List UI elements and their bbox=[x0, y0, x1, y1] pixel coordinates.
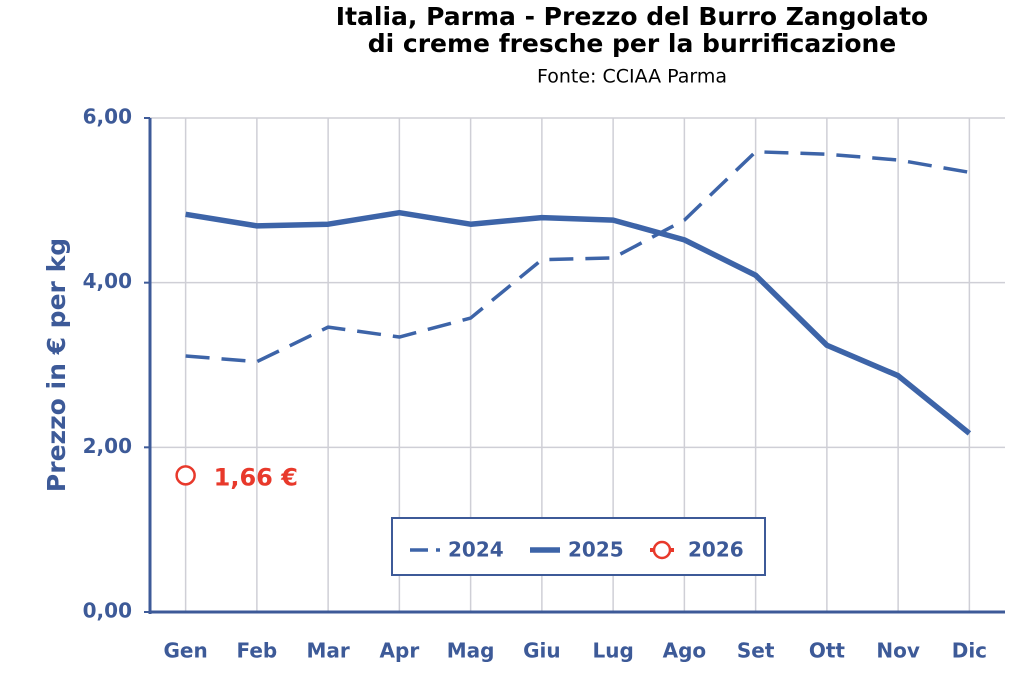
x-tick-label: Giu bbox=[523, 639, 561, 663]
x-tick-label: Dic bbox=[952, 639, 987, 663]
legend-box bbox=[391, 517, 766, 576]
legend-label: 2024 bbox=[448, 538, 504, 562]
x-tick-label: Nov bbox=[876, 639, 920, 663]
chart-subtitle: Fonte: CCIAA Parma bbox=[537, 66, 727, 88]
y-tick-label: 0,00 bbox=[83, 599, 132, 623]
x-tick-label: Ago bbox=[663, 639, 707, 663]
y-axis-label: Prezzo in € per kg bbox=[42, 238, 71, 492]
y-tick-label: 4,00 bbox=[83, 269, 132, 293]
x-tick-label: Feb bbox=[237, 639, 278, 663]
chart-title-line: di creme fresche per la burrificazione bbox=[368, 29, 897, 58]
x-tick-label: Lug bbox=[592, 639, 633, 663]
data-point bbox=[175, 465, 196, 486]
legend-swatch bbox=[652, 540, 672, 560]
x-tick-label: Mag bbox=[447, 639, 495, 663]
series-line bbox=[185, 150, 970, 364]
x-tick-label: Mar bbox=[306, 639, 349, 663]
series-line bbox=[185, 209, 972, 436]
data-label: 1,66 € bbox=[214, 463, 298, 491]
x-tick-label: Apr bbox=[380, 639, 420, 663]
x-tick-label: Gen bbox=[164, 639, 208, 663]
chart-title-line: Italia, Parma - Prezzo del Burro Zangola… bbox=[336, 2, 928, 31]
legend-label: 2025 bbox=[568, 538, 624, 562]
y-tick-label: 6,00 bbox=[83, 105, 132, 129]
x-tick-label: Set bbox=[737, 639, 775, 663]
x-tick-label: Ott bbox=[809, 639, 846, 663]
y-tick-label: 2,00 bbox=[83, 434, 132, 458]
legend-label: 2026 bbox=[688, 538, 744, 562]
